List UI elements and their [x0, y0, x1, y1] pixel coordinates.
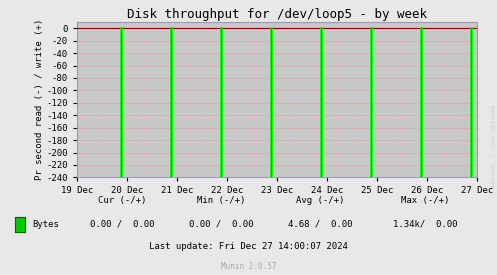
- Text: Min (-/+): Min (-/+): [197, 196, 246, 205]
- Text: Last update: Fri Dec 27 14:00:07 2024: Last update: Fri Dec 27 14:00:07 2024: [149, 242, 348, 251]
- Text: Max (-/+): Max (-/+): [401, 196, 449, 205]
- Y-axis label: Pr second read (-) / write (+): Pr second read (-) / write (+): [35, 19, 44, 180]
- Text: RRDTOOL / TOBI OETIKER: RRDTOOL / TOBI OETIKER: [491, 104, 496, 187]
- Text: Bytes: Bytes: [32, 220, 59, 229]
- Text: Munin 2.0.57: Munin 2.0.57: [221, 262, 276, 271]
- Text: 0.00 /  0.00: 0.00 / 0.00: [89, 220, 154, 229]
- Title: Disk throughput for /dev/loop5 - by week: Disk throughput for /dev/loop5 - by week: [127, 8, 427, 21]
- Text: Cur (-/+): Cur (-/+): [97, 196, 146, 205]
- Text: 1.34k/  0.00: 1.34k/ 0.00: [393, 220, 457, 229]
- Text: Avg (-/+): Avg (-/+): [296, 196, 345, 205]
- Text: 0.00 /  0.00: 0.00 / 0.00: [189, 220, 253, 229]
- Text: 4.68 /  0.00: 4.68 / 0.00: [288, 220, 353, 229]
